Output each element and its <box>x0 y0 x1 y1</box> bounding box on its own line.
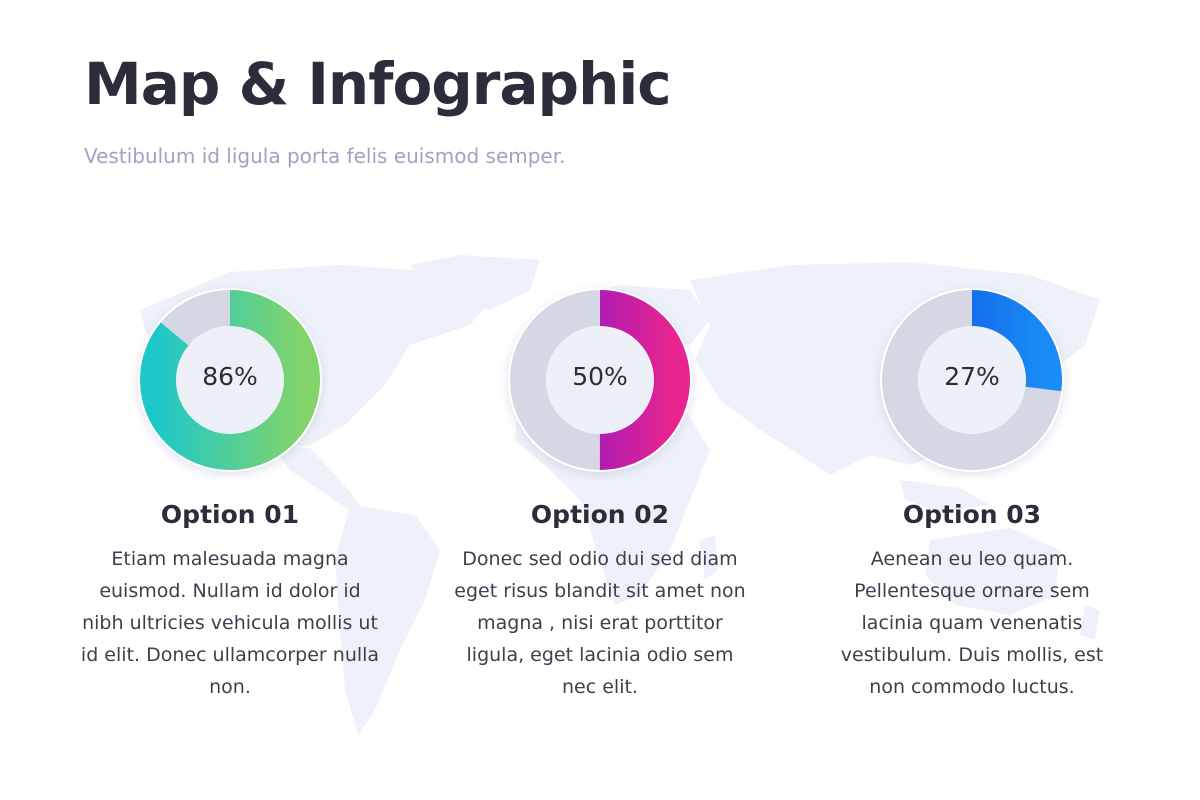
donut-value-arc <box>882 290 1062 470</box>
percent-label: 27% <box>944 362 1000 391</box>
donut-value-arc <box>510 290 690 470</box>
donut-chart-3: 27% <box>872 280 1072 480</box>
donut-center <box>546 326 654 434</box>
option-description: Donec sed odio dui sed diam eget risus b… <box>454 548 746 698</box>
donut-center <box>176 326 284 434</box>
donut-chart-1: 86% <box>130 280 330 480</box>
continent-central-america <box>270 445 360 512</box>
donut-value-arc <box>140 290 320 470</box>
option-card-3: 27% Option 03 Aenean eu leo quam. Pellen… <box>812 280 1132 703</box>
page-title: Map & Infographic <box>84 50 672 118</box>
donut-svg-1 <box>138 288 322 472</box>
continent-south-america <box>335 505 440 735</box>
donut-svg-3 <box>880 288 1064 472</box>
continent-australia <box>925 528 1060 615</box>
continent-new-zealand <box>1080 605 1100 640</box>
percent-label: 50% <box>572 362 628 391</box>
option-title: Option 02 <box>530 500 670 529</box>
continent-madagascar <box>700 535 718 580</box>
donut-chart-2: 50% <box>500 280 700 480</box>
option-description: Aenean eu leo quam. Pellentesque ornare … <box>840 548 1104 698</box>
option-title: Option 01 <box>160 500 300 529</box>
option-title: Option 03 <box>902 500 1042 529</box>
continent-southeast-asia-islands <box>900 480 990 512</box>
percent-label: 86% <box>202 362 258 391</box>
page-subtitle: Vestibulum id ligula porta felis euismod… <box>84 144 566 168</box>
continent-greenland <box>410 255 540 310</box>
donut-svg-2 <box>508 288 692 472</box>
option-card-2: 50% Option 02 Donec sed odio dui sed dia… <box>440 280 760 703</box>
option-description: Etiam malesuada magna euismod. Nullam id… <box>80 548 380 698</box>
donut-center <box>918 326 1026 434</box>
option-card-1: 86% Option 01 Etiam malesuada magna euis… <box>70 280 390 703</box>
